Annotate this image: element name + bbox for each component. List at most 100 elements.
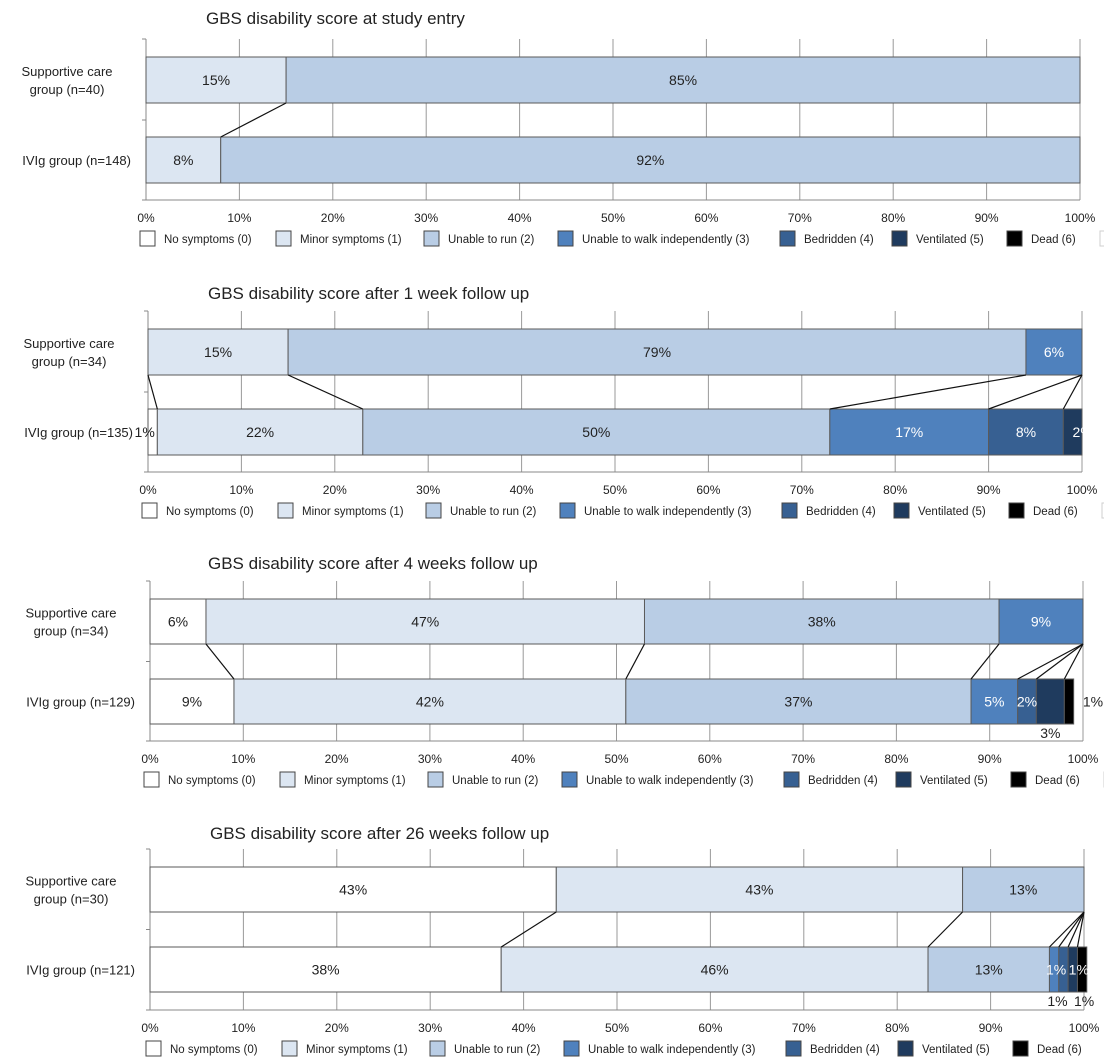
bar-segment — [625, 678, 972, 725]
legend-swatch — [1101, 502, 1104, 519]
data-label: 1% — [1047, 993, 1067, 1009]
bar-segment — [205, 598, 645, 645]
legend-label: Minor symptoms (1) — [304, 775, 406, 787]
data-label: 5% — [984, 694, 1004, 710]
x-tick-label: 0% — [137, 211, 155, 225]
legend-swatch — [1010, 771, 1027, 788]
series-connector — [1049, 911, 1085, 948]
x-tick-label: 30% — [418, 1021, 442, 1035]
data-label: 47% — [411, 614, 439, 630]
legend-label: Unable to run (2) — [450, 506, 536, 518]
bar-segment — [149, 946, 502, 993]
legend-swatch — [1099, 230, 1104, 247]
data-label: 15% — [202, 72, 230, 88]
category-label: Supportive care group (n=40) — [21, 64, 112, 97]
x-tick-label: 0% — [141, 1021, 159, 1035]
legend-label: Dead (6) — [1031, 234, 1076, 246]
x-tick-label: 30% — [416, 483, 440, 497]
category-label: Supportive care group (n=34) — [23, 336, 114, 369]
x-tick-label: 40% — [510, 483, 534, 497]
data-label: 1% — [1083, 694, 1103, 710]
series-connector — [287, 374, 364, 410]
x-tick-label: 20% — [323, 483, 347, 497]
x-tick-label: 80% — [883, 483, 907, 497]
bar-segment — [145, 136, 222, 184]
data-label: 43% — [339, 882, 367, 898]
bar-segment — [1025, 328, 1083, 376]
legend-swatch — [423, 230, 440, 247]
category-label: IVIg group (n=129) — [26, 695, 135, 710]
bar-segment — [220, 136, 1081, 184]
legend-swatch — [275, 230, 292, 247]
x-tick-label: 10% — [227, 211, 251, 225]
series-connector — [625, 643, 646, 680]
x-tick-label: 20% — [325, 752, 349, 766]
legend-swatch — [1012, 1040, 1029, 1057]
bar-segment — [1062, 408, 1083, 456]
x-tick-label: 90% — [977, 483, 1001, 497]
x-tick-label: 80% — [881, 211, 905, 225]
category-label: Supportive care group (n=34) — [25, 606, 116, 639]
legend-swatch — [895, 771, 912, 788]
legend-label: No symptoms (0) — [170, 1044, 258, 1056]
legend-label: Unable to walk independently (3) — [588, 1044, 756, 1056]
x-tick-label: 0% — [141, 752, 159, 766]
legend-label: Unable to walk independently (3) — [586, 775, 754, 787]
bar-segment — [145, 56, 287, 104]
x-tick-label: 20% — [325, 1021, 349, 1035]
x-tick-label: 10% — [229, 483, 253, 497]
legend-label: No symptoms (0) — [168, 775, 256, 787]
legend-label: Unable to run (2) — [454, 1044, 540, 1056]
x-tick-label: 40% — [508, 211, 532, 225]
legend-swatch — [143, 771, 160, 788]
series-connector — [205, 643, 235, 680]
bar-segment — [1063, 678, 1075, 725]
x-tick-label: 90% — [979, 1021, 1003, 1035]
x-tick-label: 50% — [603, 483, 627, 497]
x-tick-label: 100% — [1065, 211, 1096, 225]
legend-swatch — [277, 502, 294, 519]
data-label: 3% — [1040, 725, 1060, 741]
data-label: 38% — [312, 962, 340, 978]
x-tick-label: 70% — [792, 1021, 816, 1035]
x-tick-label: 100% — [1067, 483, 1098, 497]
legend-label: Minor symptoms (1) — [302, 506, 404, 518]
legend-swatch — [427, 771, 444, 788]
legend-swatch — [563, 1040, 580, 1057]
series-connector — [1062, 374, 1083, 410]
bar-segment — [362, 408, 831, 456]
data-label: 6% — [168, 614, 188, 630]
data-label: 17% — [895, 424, 923, 440]
legend-swatch — [897, 1040, 914, 1057]
data-label: 1% — [1046, 962, 1066, 978]
x-tick-label: 40% — [511, 752, 535, 766]
series-connector — [988, 374, 1083, 410]
data-label: 37% — [784, 694, 812, 710]
legend-swatch — [139, 230, 156, 247]
legend-swatch — [281, 1040, 298, 1057]
bar-segment — [287, 328, 1027, 376]
chart-panel-2: GBS disability score after 1 week follow… — [23, 284, 1104, 519]
legend-label: Unable to walk independently (3) — [582, 234, 750, 246]
data-label: 50% — [582, 424, 610, 440]
legend-swatch — [279, 771, 296, 788]
legend-label: Bedridden (4) — [804, 234, 874, 246]
x-tick-label: 70% — [788, 211, 812, 225]
legend-swatch — [559, 502, 576, 519]
data-label: 13% — [975, 962, 1003, 978]
legend-label: Ventilated (5) — [920, 775, 988, 787]
series-connector — [1035, 643, 1084, 680]
series-connector — [147, 374, 158, 410]
data-label: 42% — [416, 694, 444, 710]
legend-label: Ventilated (5) — [916, 234, 984, 246]
chart-panel-4: GBS disability score after 26 weeks foll… — [25, 824, 1100, 1057]
x-tick-label: 60% — [698, 752, 722, 766]
series-connector — [1067, 911, 1085, 948]
bar-segment — [285, 56, 1081, 104]
x-tick-label: 40% — [512, 1021, 536, 1035]
x-tick-label: 10% — [231, 1021, 255, 1035]
legend-swatch — [1006, 230, 1023, 247]
legend-label: Dead (6) — [1037, 1044, 1082, 1056]
legend-swatch — [779, 230, 796, 247]
bar-segment — [988, 408, 1064, 456]
